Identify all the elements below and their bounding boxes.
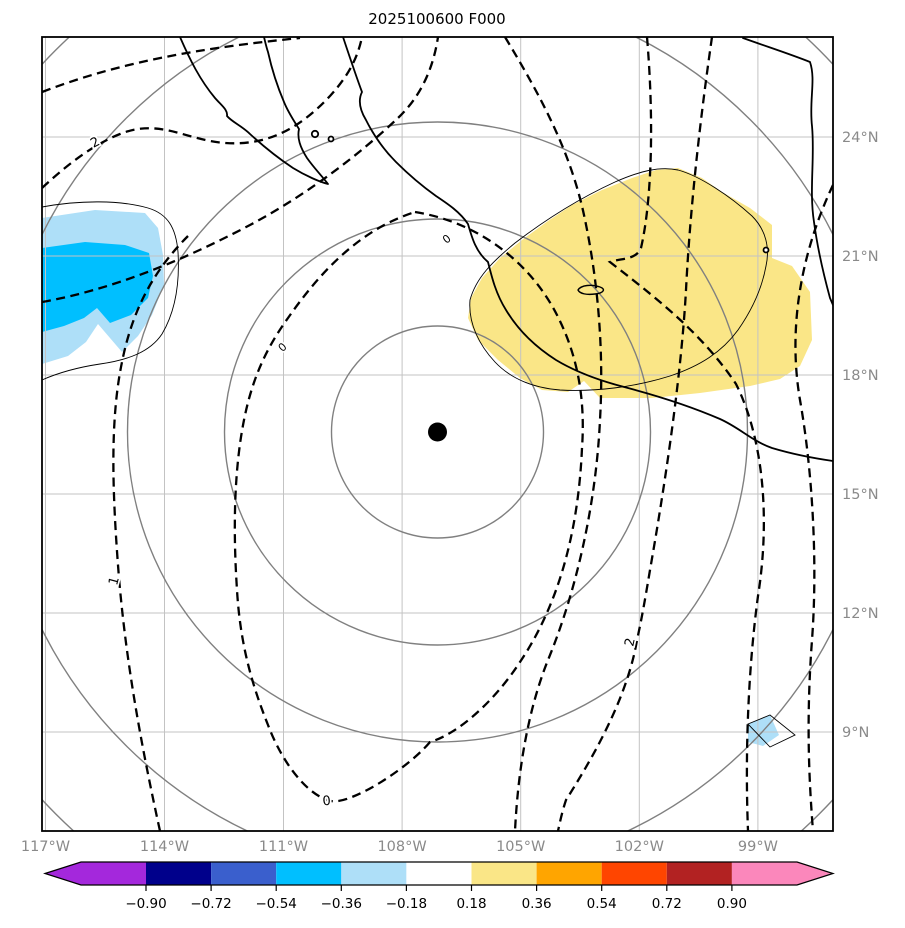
- colorbar-ticks: [145, 885, 733, 891]
- colorbar-segment: [276, 862, 342, 885]
- colorbar-segment: [146, 862, 212, 885]
- y-axis-tick-label: 9°N: [842, 725, 869, 741]
- probability-shading-positive: [468, 168, 812, 398]
- dashed-contour-0-ring: [233, 210, 584, 803]
- colorbar-tick-label: −0.72: [190, 896, 231, 912]
- lake-outline: [577, 284, 605, 296]
- y-axis-tick-label: 24°N: [842, 130, 879, 146]
- dashed-contours: [42, 37, 833, 831]
- probability-shading-negative-inner: [42, 242, 153, 332]
- colorbar-tick-label: −0.54: [256, 896, 297, 912]
- shading-outline: [42, 201, 179, 381]
- x-axis-tick-label: 117°W: [21, 839, 70, 855]
- colorbar-segment: [536, 862, 602, 885]
- y-axis-tick-label: 15°N: [842, 487, 879, 503]
- dashed-contour: [504, 37, 603, 831]
- colorbar-tick-label: 0.90: [717, 896, 747, 912]
- colorbar-tick-label: −0.18: [386, 896, 427, 912]
- island-outline: [327, 135, 335, 143]
- colorbar-tick-labels: −0.90 −0.72 −0.54 −0.36 −0.18 0.18 0.36 …: [125, 896, 747, 912]
- x-axis-tick-labels: 117°W 114°W 111°W 108°W 105°W 102°W 99°W: [21, 839, 778, 855]
- colorbar-tick-label: −0.36: [321, 896, 362, 912]
- colorbar-segment: [211, 862, 277, 885]
- x-axis-tick-label: 105°W: [496, 839, 545, 855]
- shading-outline: [469, 168, 768, 391]
- plot-title: 2025100600 F000: [368, 10, 505, 28]
- shading-outline: [747, 714, 796, 748]
- range-ring: [126, 121, 749, 743]
- dashed-contour-1-west: [112, 235, 189, 831]
- dashed-contour: [42, 37, 440, 304]
- colorbar-tick-label: 0.72: [652, 896, 682, 912]
- colorbar-segment: [406, 862, 472, 885]
- contour-label: 0: [322, 794, 332, 810]
- colorbar-tick-label: 0.54: [587, 896, 617, 912]
- colorbar-segment: [601, 862, 667, 885]
- colorbar-segment: [666, 862, 732, 885]
- colorbar-segment: [471, 862, 537, 885]
- dashed-contour-2-east: [556, 37, 714, 831]
- colorbar-tick-label: 0.36: [522, 896, 552, 912]
- shading-outlines: [42, 168, 796, 748]
- x-axis-tick-label: 108°W: [377, 839, 426, 855]
- coastlines: [179, 37, 833, 462]
- colorbar-outline: [43, 861, 835, 886]
- coastline-gulf-of-mexico: [742, 37, 833, 306]
- range-ring: [330, 325, 545, 539]
- storm-center-marker: [428, 422, 447, 442]
- x-axis-tick-label: 114°W: [140, 839, 189, 855]
- island-outline: [310, 129, 320, 139]
- coastline-baja-california: [179, 37, 329, 185]
- colorbar-segment: [45, 862, 146, 885]
- y-axis-tick-label: 12°N: [842, 606, 879, 622]
- colorbar: −0.90 −0.72 −0.54 −0.36 −0.18 0.18 0.36 …: [43, 861, 835, 912]
- y-axis-tick-labels: 24°N 21°N 18°N 15°N 12°N 9°N: [842, 130, 879, 741]
- graticule: [42, 37, 833, 831]
- colorbar-segment: [341, 862, 407, 885]
- x-axis-tick-label: 102°W: [615, 839, 664, 855]
- x-axis-tick-label: 99°W: [738, 839, 778, 855]
- dashed-contour: [42, 37, 301, 94]
- y-axis-tick-label: 21°N: [842, 249, 879, 265]
- dashed-contour-2-west: [42, 37, 364, 189]
- x-axis-tick-label: 111°W: [259, 839, 308, 855]
- y-axis-tick-label: 18°N: [842, 368, 879, 384]
- dashed-contour: [607, 37, 766, 831]
- island-outline: [762, 246, 770, 254]
- map-frame: [41, 36, 834, 832]
- colorbar-tick-label: 0.18: [456, 896, 486, 912]
- colorbar-segment: [731, 862, 833, 885]
- coastline-mainland-west: [342, 37, 833, 462]
- range-ring: [223, 218, 652, 646]
- colorbar-tick-label: −0.90: [125, 896, 166, 912]
